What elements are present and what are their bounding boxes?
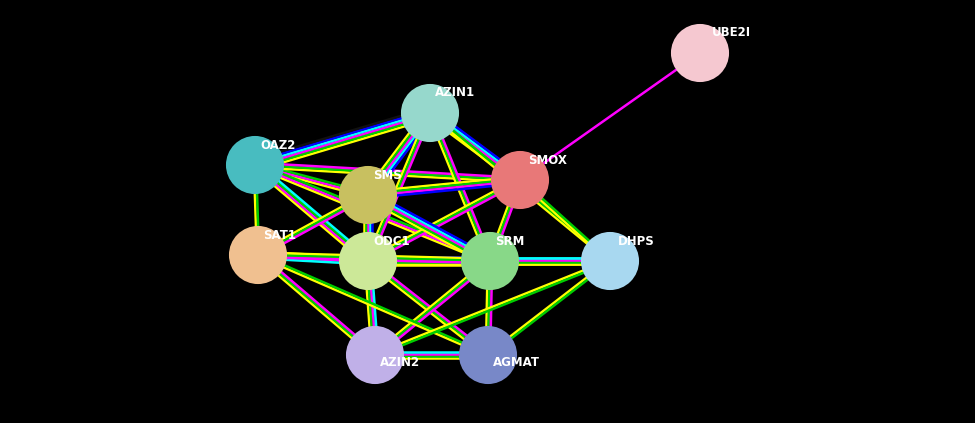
Circle shape — [402, 85, 458, 141]
Text: AZIN1: AZIN1 — [435, 86, 475, 99]
Circle shape — [672, 25, 728, 81]
Circle shape — [347, 327, 403, 383]
Text: SAT1: SAT1 — [263, 229, 296, 242]
Text: AZIN2: AZIN2 — [380, 356, 420, 369]
Text: ODC1: ODC1 — [373, 235, 410, 248]
Circle shape — [230, 227, 286, 283]
Circle shape — [582, 233, 638, 289]
Circle shape — [227, 137, 283, 193]
Circle shape — [340, 233, 396, 289]
Circle shape — [340, 167, 396, 223]
Text: UBE2I: UBE2I — [712, 26, 751, 39]
Text: DHPS: DHPS — [618, 235, 655, 248]
Text: SMOX: SMOX — [528, 154, 566, 167]
Text: AGMAT: AGMAT — [493, 356, 540, 369]
Text: SRM: SRM — [495, 235, 525, 248]
Text: SMS: SMS — [373, 169, 402, 182]
Text: OAZ2: OAZ2 — [260, 139, 295, 152]
Circle shape — [462, 233, 518, 289]
Circle shape — [492, 152, 548, 208]
Circle shape — [460, 327, 516, 383]
